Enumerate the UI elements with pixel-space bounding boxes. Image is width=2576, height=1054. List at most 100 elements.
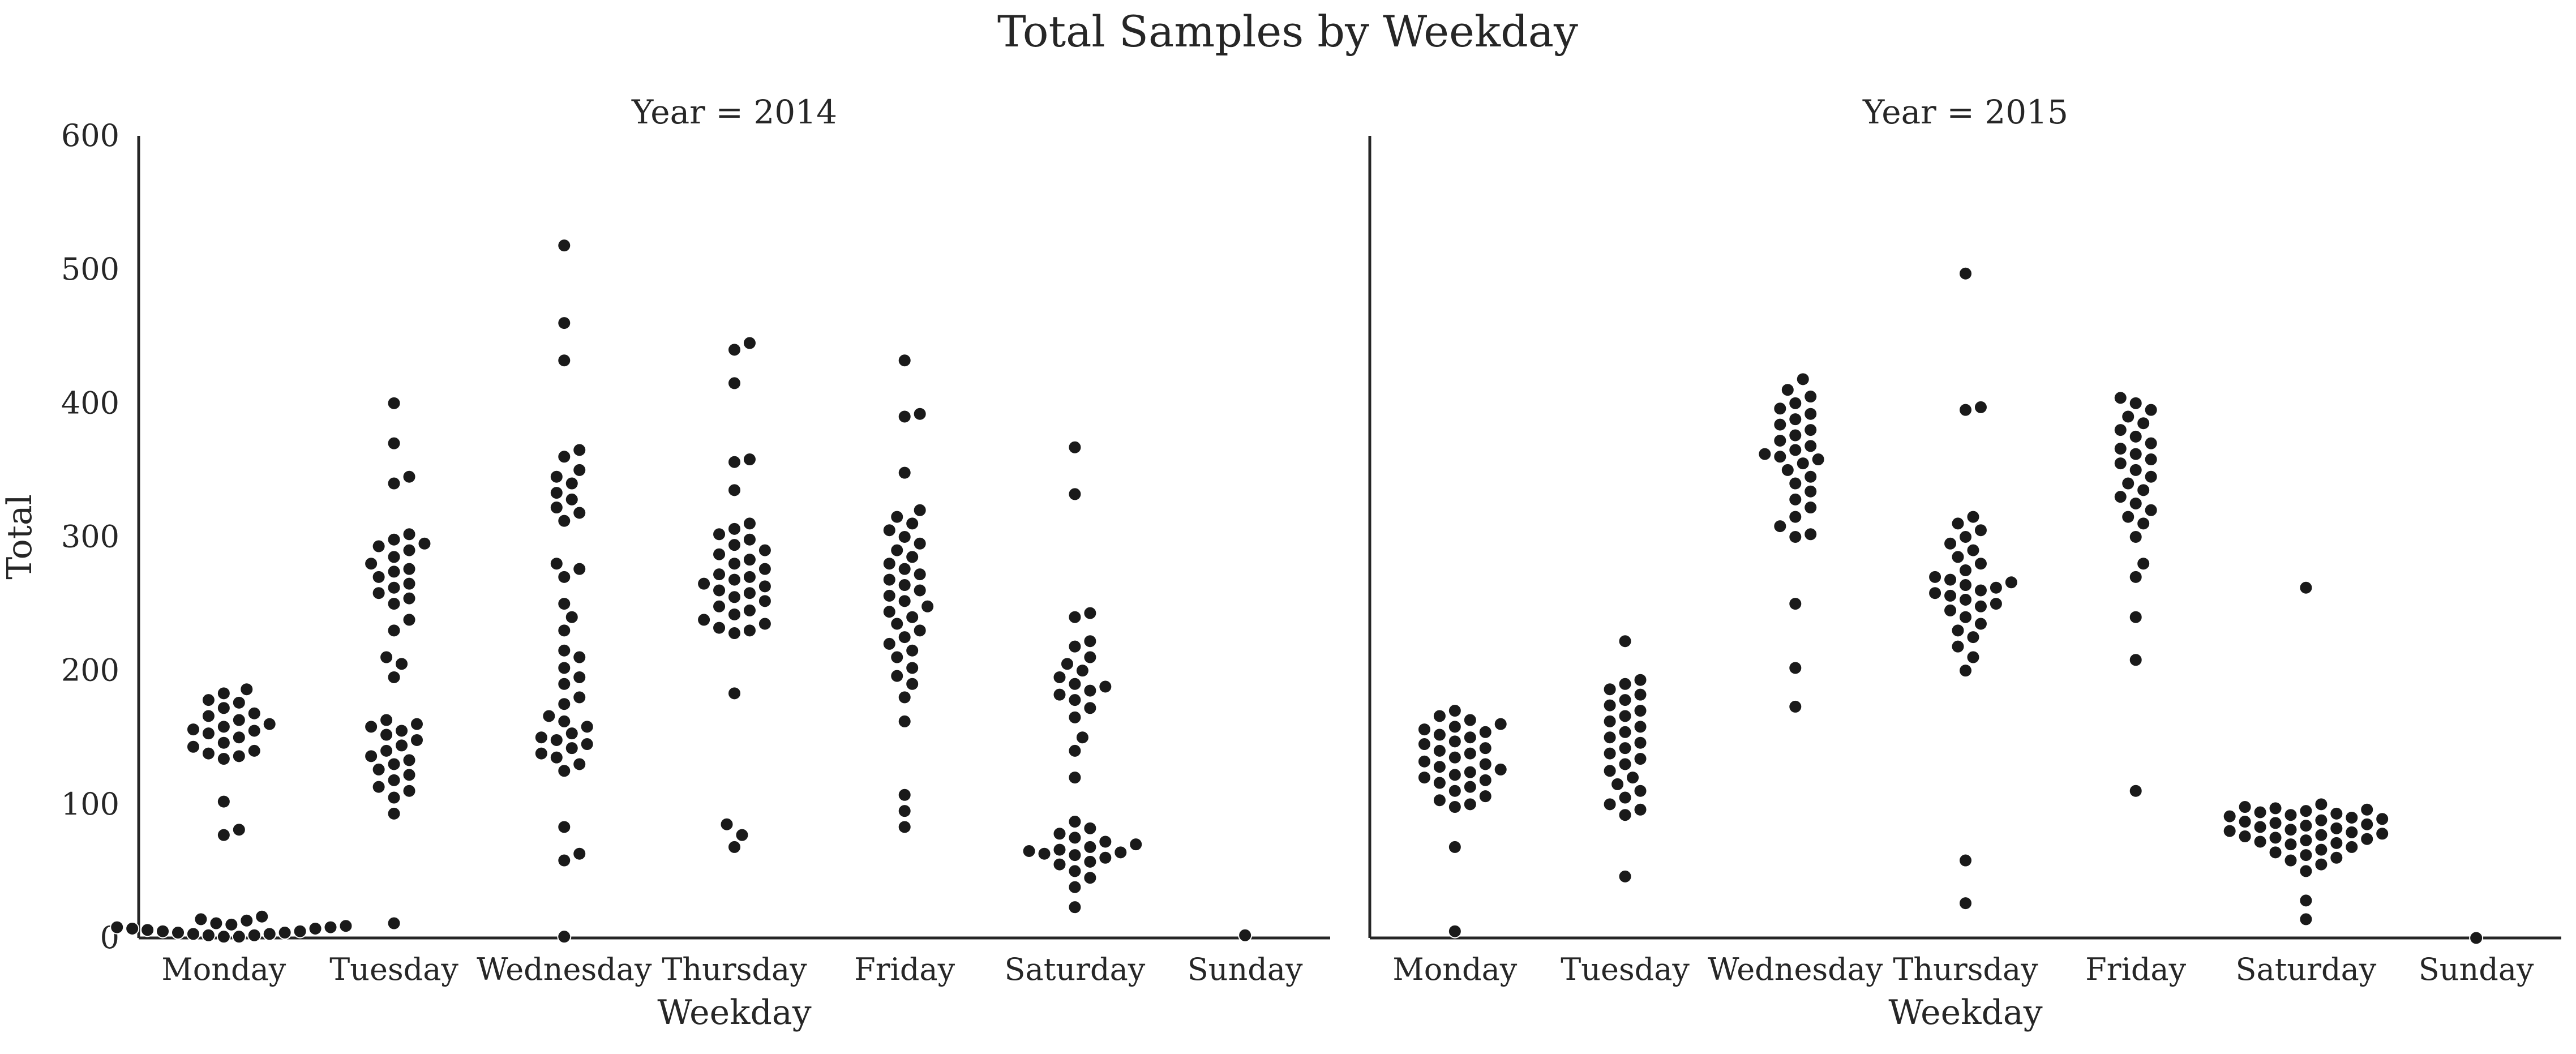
data-point [557,449,572,464]
data-point [2344,810,2359,825]
y-tick-label: 500 [61,251,119,287]
data-point [1068,900,1082,915]
data-point [232,749,246,764]
data-point [1417,770,1431,785]
swarm-saturday [1022,440,1143,915]
data-point [557,513,572,528]
data-point [882,588,897,603]
data-point [1083,871,1098,885]
data-point [572,846,587,861]
data-point [216,828,231,842]
data-point [2299,848,2313,863]
data-point [1803,406,1818,421]
data-point [1068,440,1082,455]
data-point [308,921,323,936]
data-point [1633,783,1648,798]
data-point [1075,663,1090,678]
data-point [338,919,353,933]
data-point [882,636,897,651]
data-point [742,516,757,531]
data-point [557,316,572,331]
data-point [216,752,231,766]
data-point [1493,762,1508,777]
data-point [1803,389,1818,404]
data-point [897,409,912,424]
data-point [379,713,394,727]
data-point [1951,516,1965,531]
x-tick-label: Wednesday [1708,952,1883,987]
data-point [549,556,564,571]
data-point [2128,653,2143,667]
data-point [697,576,711,591]
data-point [2128,462,2143,477]
data-point [2314,797,2329,812]
data-point [1432,760,1447,774]
data-point [1068,639,1082,654]
data-point [1068,710,1082,725]
data-point [387,757,401,772]
data-point [1618,757,1632,772]
data-point [1928,586,1943,601]
data-point [2299,580,2313,595]
data-point [882,605,897,619]
data-point [2299,912,2313,927]
data-point [2299,819,2313,833]
data-point [727,626,741,641]
data-point [882,556,897,571]
data-point [2144,436,2158,451]
data-point [1478,725,1493,739]
data-point [2253,805,2268,820]
data-point [580,737,594,752]
data-point [1129,837,1143,852]
data-point [156,924,170,939]
data-point [712,567,727,582]
data-point [247,928,262,942]
swarm-tuesday [1602,634,1648,884]
data-point [757,594,772,609]
data-point [1602,698,1617,713]
data-point [140,923,155,937]
y-axis-label: Total [0,494,40,580]
data-point [897,594,912,609]
data-point [1958,266,1973,281]
data-point [402,591,417,606]
data-point [1098,850,1113,865]
data-point [727,455,741,469]
data-point [557,714,572,729]
data-point [757,562,772,576]
data-point [890,543,905,558]
data-point [1958,896,1973,911]
data-point [232,713,246,727]
data-point [1988,580,2003,595]
data-point [2469,931,2484,945]
data-point [1060,657,1074,671]
data-point [905,516,920,531]
data-point [1633,802,1648,817]
data-point [897,530,912,544]
swarm-monday [1417,704,1508,939]
data-point [239,682,254,697]
data-point [549,750,564,765]
data-point [1447,783,1462,798]
data-point [371,539,386,554]
data-point [1966,509,1981,524]
data-point [379,743,394,758]
data-point [912,583,927,598]
data-point [1075,730,1090,745]
data-point [125,921,140,936]
data-point [1432,709,1447,723]
data-point [735,828,749,842]
data-point [409,732,424,747]
data-point [572,670,587,684]
data-point [371,762,386,777]
data-point [2128,610,2143,624]
data-point [1788,597,1803,611]
data-point [905,661,920,675]
data-point [1618,634,1632,649]
data-point [402,753,417,768]
swarm-friday [882,353,935,834]
data-point [209,916,224,931]
data-point [1447,750,1462,765]
data-point [727,521,741,536]
data-point [323,920,338,935]
